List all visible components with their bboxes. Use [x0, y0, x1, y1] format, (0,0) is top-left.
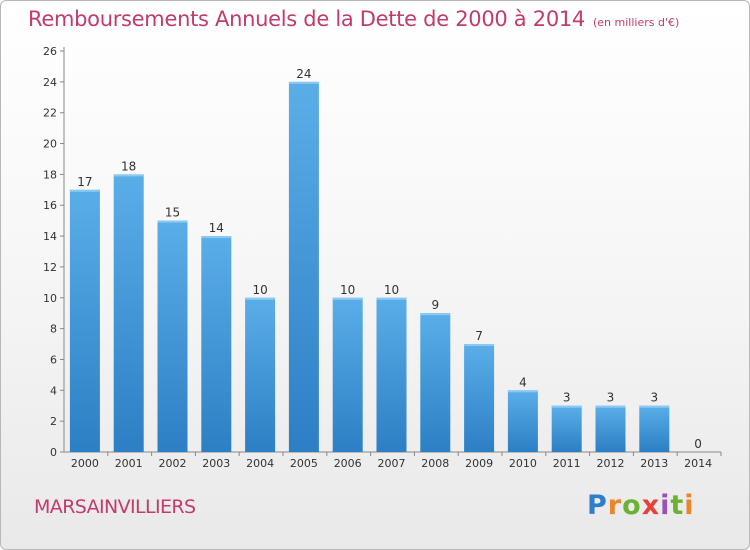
bar — [464, 344, 495, 452]
y-tick-label: 26 — [43, 45, 57, 58]
bar — [245, 297, 276, 452]
bar — [113, 174, 144, 452]
x-tick-label: 2011 — [553, 457, 581, 470]
y-tick-label: 4 — [50, 384, 57, 397]
bar — [288, 81, 319, 452]
bar-highlight — [332, 297, 363, 300]
bar-highlight — [376, 297, 407, 300]
bar-highlight — [551, 405, 582, 408]
x-tick-label: 2005 — [290, 457, 318, 470]
y-tick-label: 14 — [43, 230, 57, 243]
y-tick-label: 20 — [43, 138, 57, 151]
bar-highlight — [464, 344, 495, 347]
bar-highlight — [595, 405, 626, 408]
bar-value-label: 15 — [165, 206, 180, 220]
chart-title: Remboursements Annuels de la Dette de 20… — [28, 7, 679, 31]
y-tick-label: 8 — [50, 323, 57, 336]
bar-value-label: 10 — [340, 283, 355, 297]
bar-value-label: 0 — [694, 437, 702, 451]
bar-highlight — [69, 189, 100, 192]
bar-value-label: 3 — [607, 391, 615, 405]
chart-subtitle: (en milliers d'€) — [593, 16, 680, 29]
chart-bars — [69, 81, 670, 453]
bar — [376, 297, 407, 452]
y-tick-label: 16 — [43, 199, 57, 212]
commune-name: MARSAINVILLIERS — [34, 496, 196, 518]
bar — [639, 405, 670, 452]
bar-highlight — [639, 405, 670, 408]
y-tick-label: 18 — [43, 168, 57, 181]
x-tick-label: 2009 — [465, 457, 493, 470]
bar-value-label: 24 — [296, 67, 311, 81]
x-tick-label: 2008 — [421, 457, 449, 470]
bar-highlight — [157, 220, 188, 223]
y-tick-label: 12 — [43, 261, 57, 274]
x-tick-label: 2013 — [640, 457, 668, 470]
chart-title-text: Remboursements Annuels de la Dette de 20… — [28, 7, 585, 31]
x-tick-label: 2000 — [71, 457, 99, 470]
chart-value-labels: 17 18 15 14 10 24 10 10 9 7 4 3 3 3 0 — [77, 67, 702, 451]
bar-value-label: 14 — [209, 221, 224, 235]
proxiti-logo[interactable]: Proxiti — [587, 490, 695, 521]
bar — [595, 405, 626, 452]
x-tick-label: 2006 — [334, 457, 362, 470]
bar-value-label: 10 — [384, 283, 399, 297]
x-tick-label: 2004 — [246, 457, 274, 470]
bar-value-label: 18 — [121, 159, 136, 173]
x-tick-label: 2012 — [597, 457, 625, 470]
bar-highlight — [113, 174, 144, 177]
bar — [551, 405, 582, 452]
bar-highlight — [245, 297, 276, 300]
x-tick-label: 2002 — [159, 457, 187, 470]
bar-value-label: 7 — [475, 329, 483, 343]
bar-value-label: 3 — [563, 391, 571, 405]
bar — [69, 189, 100, 453]
x-tick-label: 2014 — [684, 457, 712, 470]
bar-value-label: 3 — [650, 391, 658, 405]
bar-highlight — [420, 313, 451, 316]
bar — [157, 220, 188, 452]
bar-value-label: 9 — [431, 298, 439, 312]
x-tick-label: 2010 — [509, 457, 537, 470]
bar-value-label: 17 — [77, 175, 92, 189]
y-tick-label: 0 — [50, 446, 57, 459]
x-tick-label: 2007 — [378, 457, 406, 470]
y-tick-label: 22 — [43, 107, 57, 120]
bar — [507, 390, 538, 452]
bar-highlight — [201, 236, 232, 239]
x-tick-label: 2003 — [202, 457, 230, 470]
bar-value-label: 10 — [252, 283, 267, 297]
bar — [420, 313, 451, 452]
y-tick-label: 6 — [50, 353, 57, 366]
bar-value-label: 4 — [519, 375, 527, 389]
bar-highlight — [288, 81, 319, 84]
bar-highlight — [507, 390, 538, 393]
x-tick-label: 2001 — [115, 457, 143, 470]
y-tick-label: 2 — [50, 415, 57, 428]
bar — [201, 236, 232, 452]
bar — [332, 297, 363, 452]
y-tick-label: 10 — [43, 292, 57, 305]
y-tick-label: 24 — [43, 76, 57, 89]
